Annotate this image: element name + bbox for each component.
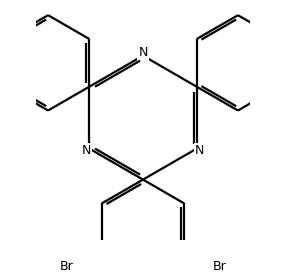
Text: N: N bbox=[195, 144, 204, 157]
Text: Br: Br bbox=[60, 260, 74, 272]
Text: N: N bbox=[138, 46, 148, 59]
Text: N: N bbox=[82, 144, 91, 157]
Text: Br: Br bbox=[212, 260, 226, 272]
